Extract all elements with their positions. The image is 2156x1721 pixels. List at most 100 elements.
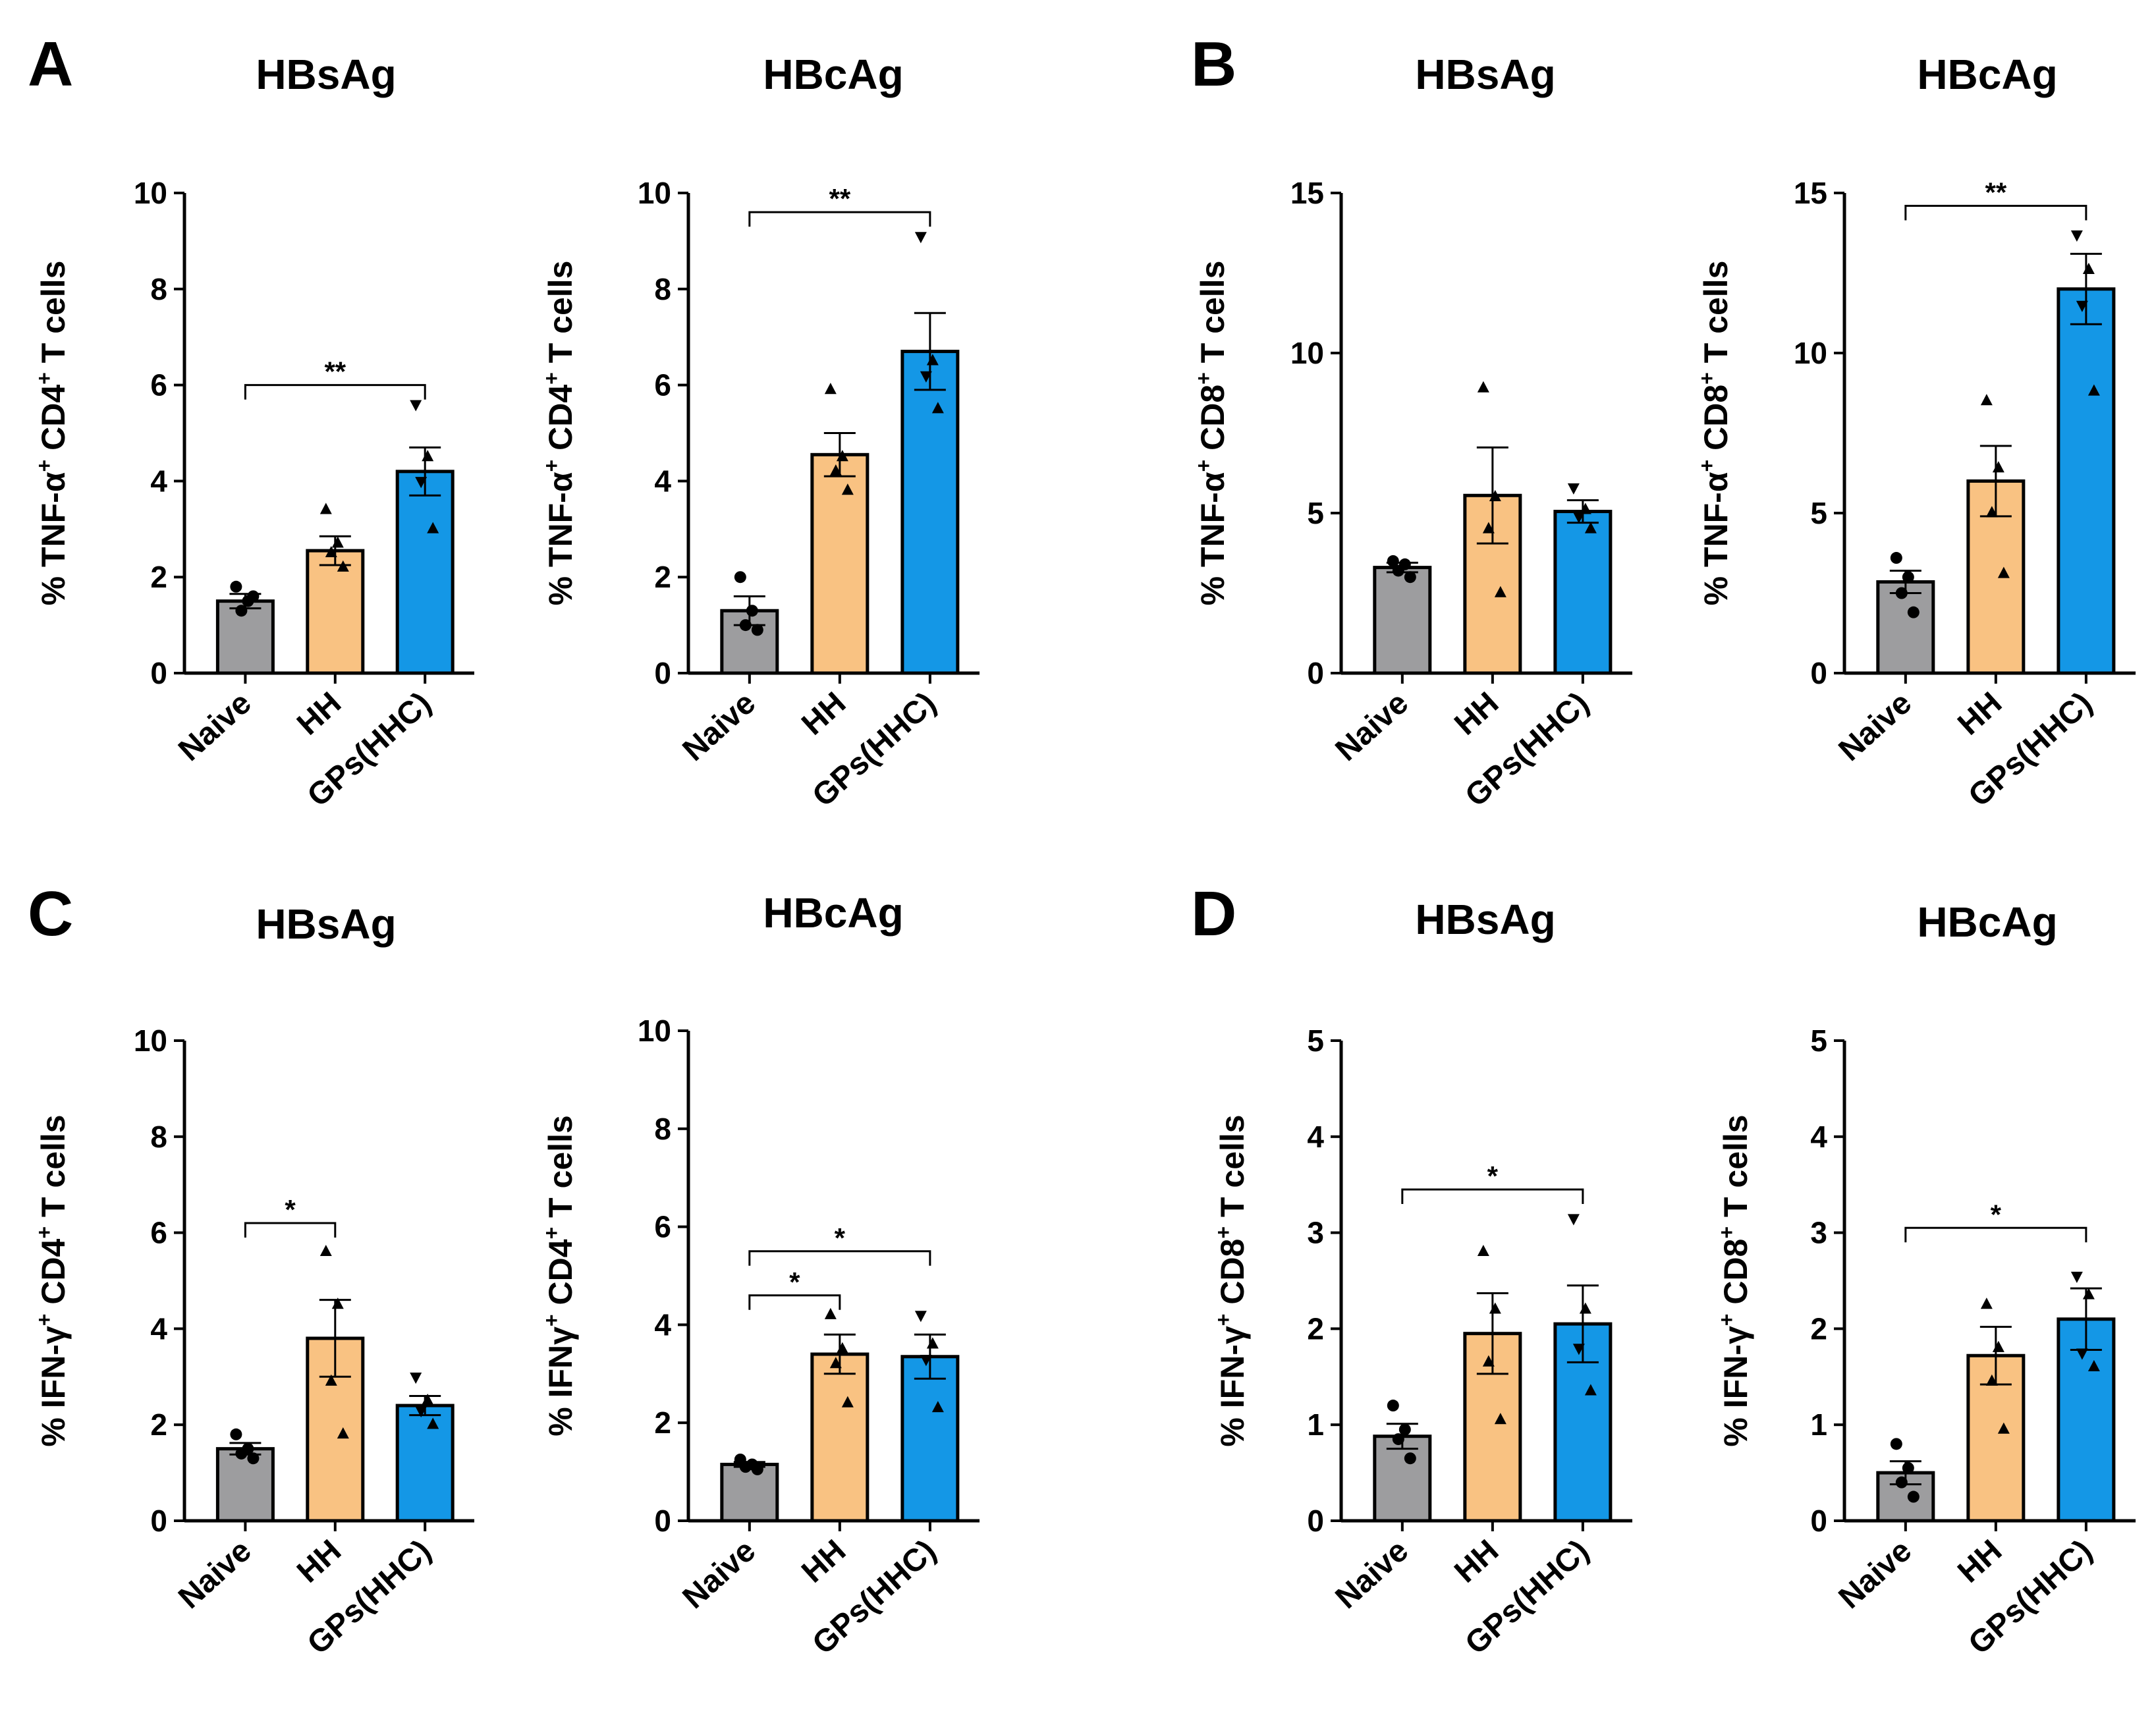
data-point: [1907, 1490, 1920, 1503]
y-tick-label: 10: [638, 1014, 671, 1048]
data-point: [2070, 230, 2083, 242]
chart-title: HBcAg: [1917, 51, 2057, 98]
data-point: [829, 464, 842, 476]
y-tick-label: 10: [1794, 336, 1827, 370]
data-point: [2087, 384, 2100, 396]
data-point: [2087, 1359, 2100, 1372]
y-tick-label: 3: [1810, 1216, 1827, 1250]
data-point: [319, 1244, 332, 1257]
data-point: [1404, 571, 1416, 584]
panel-letter-a: A: [28, 29, 73, 99]
bar-naive: [215, 1447, 275, 1523]
data-point: [739, 619, 752, 632]
data-point: [415, 477, 428, 489]
y-axis-label: % IFN-γ+ CD8+ T cells: [1715, 1114, 1754, 1446]
data-point: [337, 560, 349, 572]
y-tick-label: 10: [1290, 336, 1324, 370]
data-point: [337, 1427, 349, 1439]
y-tick-label: 5: [1810, 1024, 1827, 1058]
y-axis-label: % IFN-γ+ CD4+ T cells: [32, 1114, 72, 1446]
data-point: [1584, 522, 1597, 533]
data-point: [931, 402, 944, 414]
bar-hh: [810, 1352, 870, 1523]
y-tick-label: 0: [1307, 1504, 1324, 1538]
data-point: [410, 1373, 422, 1384]
y-tick-label: 0: [1307, 656, 1324, 690]
data-point: [841, 483, 854, 495]
y-tick-label: 0: [1810, 656, 1827, 690]
data-point: [325, 545, 337, 558]
data-point: [1980, 1298, 1993, 1309]
y-tick-label: 5: [1307, 496, 1324, 530]
data-point: [1494, 586, 1506, 597]
y-tick-label: 10: [134, 176, 167, 210]
significance-label: *: [835, 1222, 846, 1253]
y-axis-label: % IFNγ+ CD4+ T cells: [539, 1115, 579, 1436]
chart-title: HBsAg: [256, 900, 396, 948]
x-tick-label: HH: [1448, 1533, 1505, 1590]
data-point: [1489, 489, 1501, 501]
data-point: [331, 536, 344, 548]
significance-label: *: [1991, 1199, 2002, 1230]
significance-bracket: [748, 1250, 931, 1266]
bar-gpshhc: [2057, 287, 2116, 675]
data-point: [1902, 571, 1914, 584]
y-axis-label: % TNF-α+ CD8+ T cells: [1695, 261, 1734, 606]
chart-title: HBsAg: [1415, 51, 1555, 98]
data-point: [1985, 506, 1998, 518]
data-point: [422, 450, 434, 462]
y-tick-label: 15: [1290, 176, 1324, 210]
significance-label: *: [789, 1267, 800, 1298]
chart-title: HBcAg: [1917, 898, 2057, 946]
data-point: [926, 354, 939, 366]
y-tick-label: 0: [654, 656, 671, 690]
bar-gpshhc: [900, 1355, 960, 1523]
panel-letter-b: B: [1191, 29, 1236, 99]
data-point: [1392, 1433, 1404, 1446]
data-point: [746, 605, 758, 617]
data-point: [1482, 1355, 1495, 1367]
data-point: [836, 1342, 848, 1353]
y-tick-label: 3: [1307, 1216, 1324, 1250]
x-tick-label: Naive: [1329, 686, 1416, 768]
data-point: [1404, 1452, 1416, 1465]
data-point: [1579, 503, 1591, 514]
data-point: [2070, 1271, 2083, 1284]
bar-naive: [1373, 566, 1432, 675]
significance-label: *: [1487, 1161, 1499, 1191]
data-point: [751, 624, 763, 636]
x-tick-label: Naive: [1329, 1533, 1416, 1616]
y-tick-label: 8: [150, 1120, 167, 1154]
significance-bracket: [1904, 204, 2087, 221]
significance-bracket: [244, 384, 426, 400]
data-point: [331, 1298, 344, 1309]
y-tick-label: 4: [654, 464, 671, 498]
data-point: [2082, 262, 2095, 274]
data-point: [1392, 564, 1404, 577]
data-point: [739, 1461, 752, 1473]
data-point: [920, 1355, 932, 1367]
significance-bracket: [1401, 1188, 1584, 1204]
data-point: [1567, 1214, 1580, 1226]
data-point: [914, 1311, 927, 1323]
data-point: [824, 383, 837, 395]
bar-naive: [720, 1462, 779, 1523]
chart-title: HBsAg: [256, 51, 396, 98]
y-tick-label: 6: [150, 1216, 167, 1250]
data-point: [841, 1396, 854, 1407]
data-point: [1992, 1340, 2004, 1352]
data-point: [427, 1417, 439, 1429]
bar-hh: [306, 549, 365, 675]
x-tick-label: HH: [795, 1533, 852, 1590]
data-point: [1387, 1400, 1399, 1412]
y-tick-label: 6: [150, 368, 167, 402]
data-point: [1890, 552, 1902, 564]
data-point: [1477, 1244, 1489, 1257]
data-point: [829, 1357, 842, 1369]
x-tick-label: Naive: [1833, 1533, 1919, 1616]
x-tick-label: HH: [795, 686, 852, 742]
y-tick-label: 6: [654, 368, 671, 402]
data-point: [1572, 512, 1585, 524]
x-tick-label: HH: [290, 686, 348, 742]
